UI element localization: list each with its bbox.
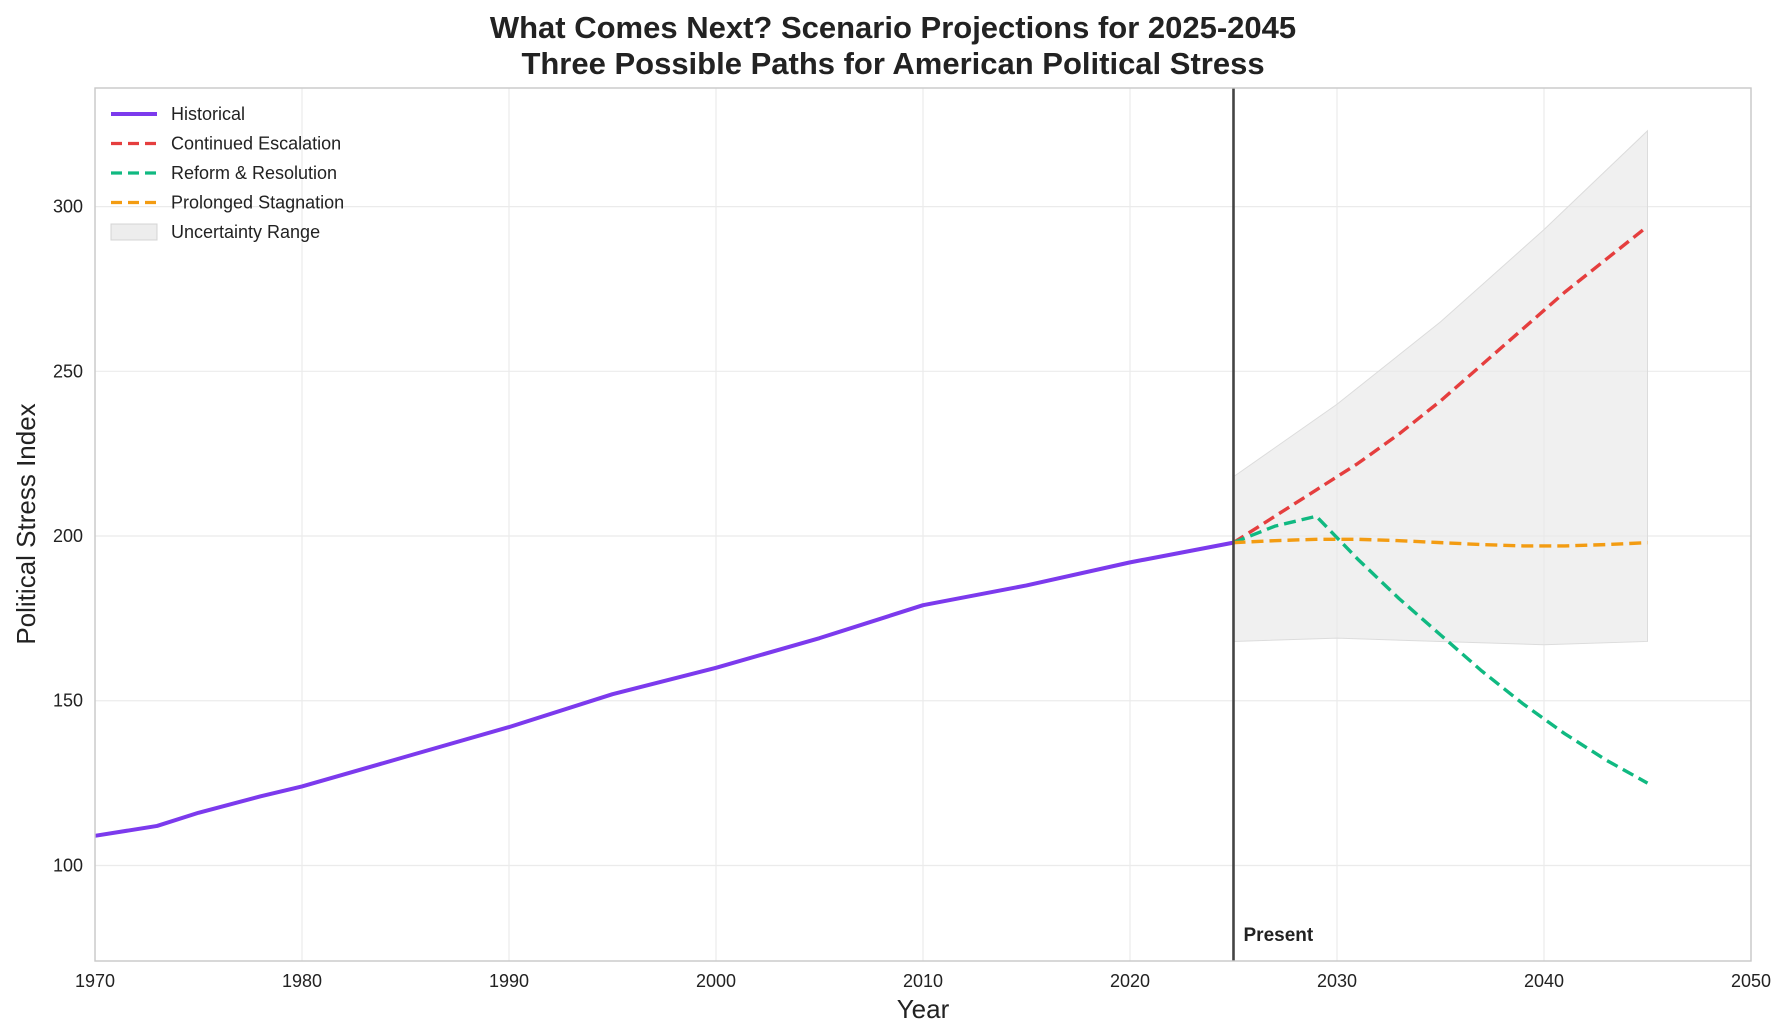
legend-label: Continued Escalation [171,134,341,154]
legend-label: Historical [171,104,245,124]
legend: Historical Continued Escalation Reform & R… [110,104,344,242]
uncertainty-band-layer [1233,129,1648,646]
present-marker: Present [1232,88,1314,961]
x-axis-label: Year [897,994,950,1024]
x-tick-label: 2020 [1110,971,1150,991]
x-tick-label: 2010 [903,971,943,991]
y-tick-label: 250 [53,361,83,381]
legend-label: Uncertainty Range [171,222,320,242]
x-tick-label: 2000 [696,971,736,991]
y-axis-label: Political Stress Index [11,403,41,644]
legend-label: Prolonged Stagnation [171,193,344,213]
series-layer [94,225,1649,838]
series-line-historical [94,540,1234,838]
chart-title: What Comes Next? Scenario Projections fo… [490,10,1296,45]
legend-swatch [110,223,158,241]
series-line-reform-resolution [1232,514,1649,785]
y-tick-label: 300 [53,197,83,217]
x-tick-label: 2050 [1731,971,1771,991]
x-tick-label: 1990 [489,971,529,991]
x-tick-label: 1980 [282,971,322,991]
series-line-continued-escalation [1232,225,1649,545]
y-tick-label: 200 [53,526,83,546]
x-axis-ticks: 1970 1980 1990 2000 2010 2020 2030 2040 2050 [75,971,1771,991]
x-tick-label: 2030 [1317,971,1357,991]
y-tick-label: 150 [53,691,83,711]
x-tick-label: 1970 [75,971,115,991]
uncertainty-band [1233,129,1648,646]
present-label: Present [1244,925,1314,946]
plot-frame [94,87,1752,962]
chart-subtitle: Three Possible Paths for American Politi… [521,46,1264,81]
y-axis-ticks: 100 150 200 250 300 [53,197,83,876]
legend-label: Reform & Resolution [171,163,337,183]
y-tick-label: 100 [53,855,83,875]
x-tick-label: 2040 [1524,971,1564,991]
series-line-prolonged-stagnation [1233,537,1648,548]
